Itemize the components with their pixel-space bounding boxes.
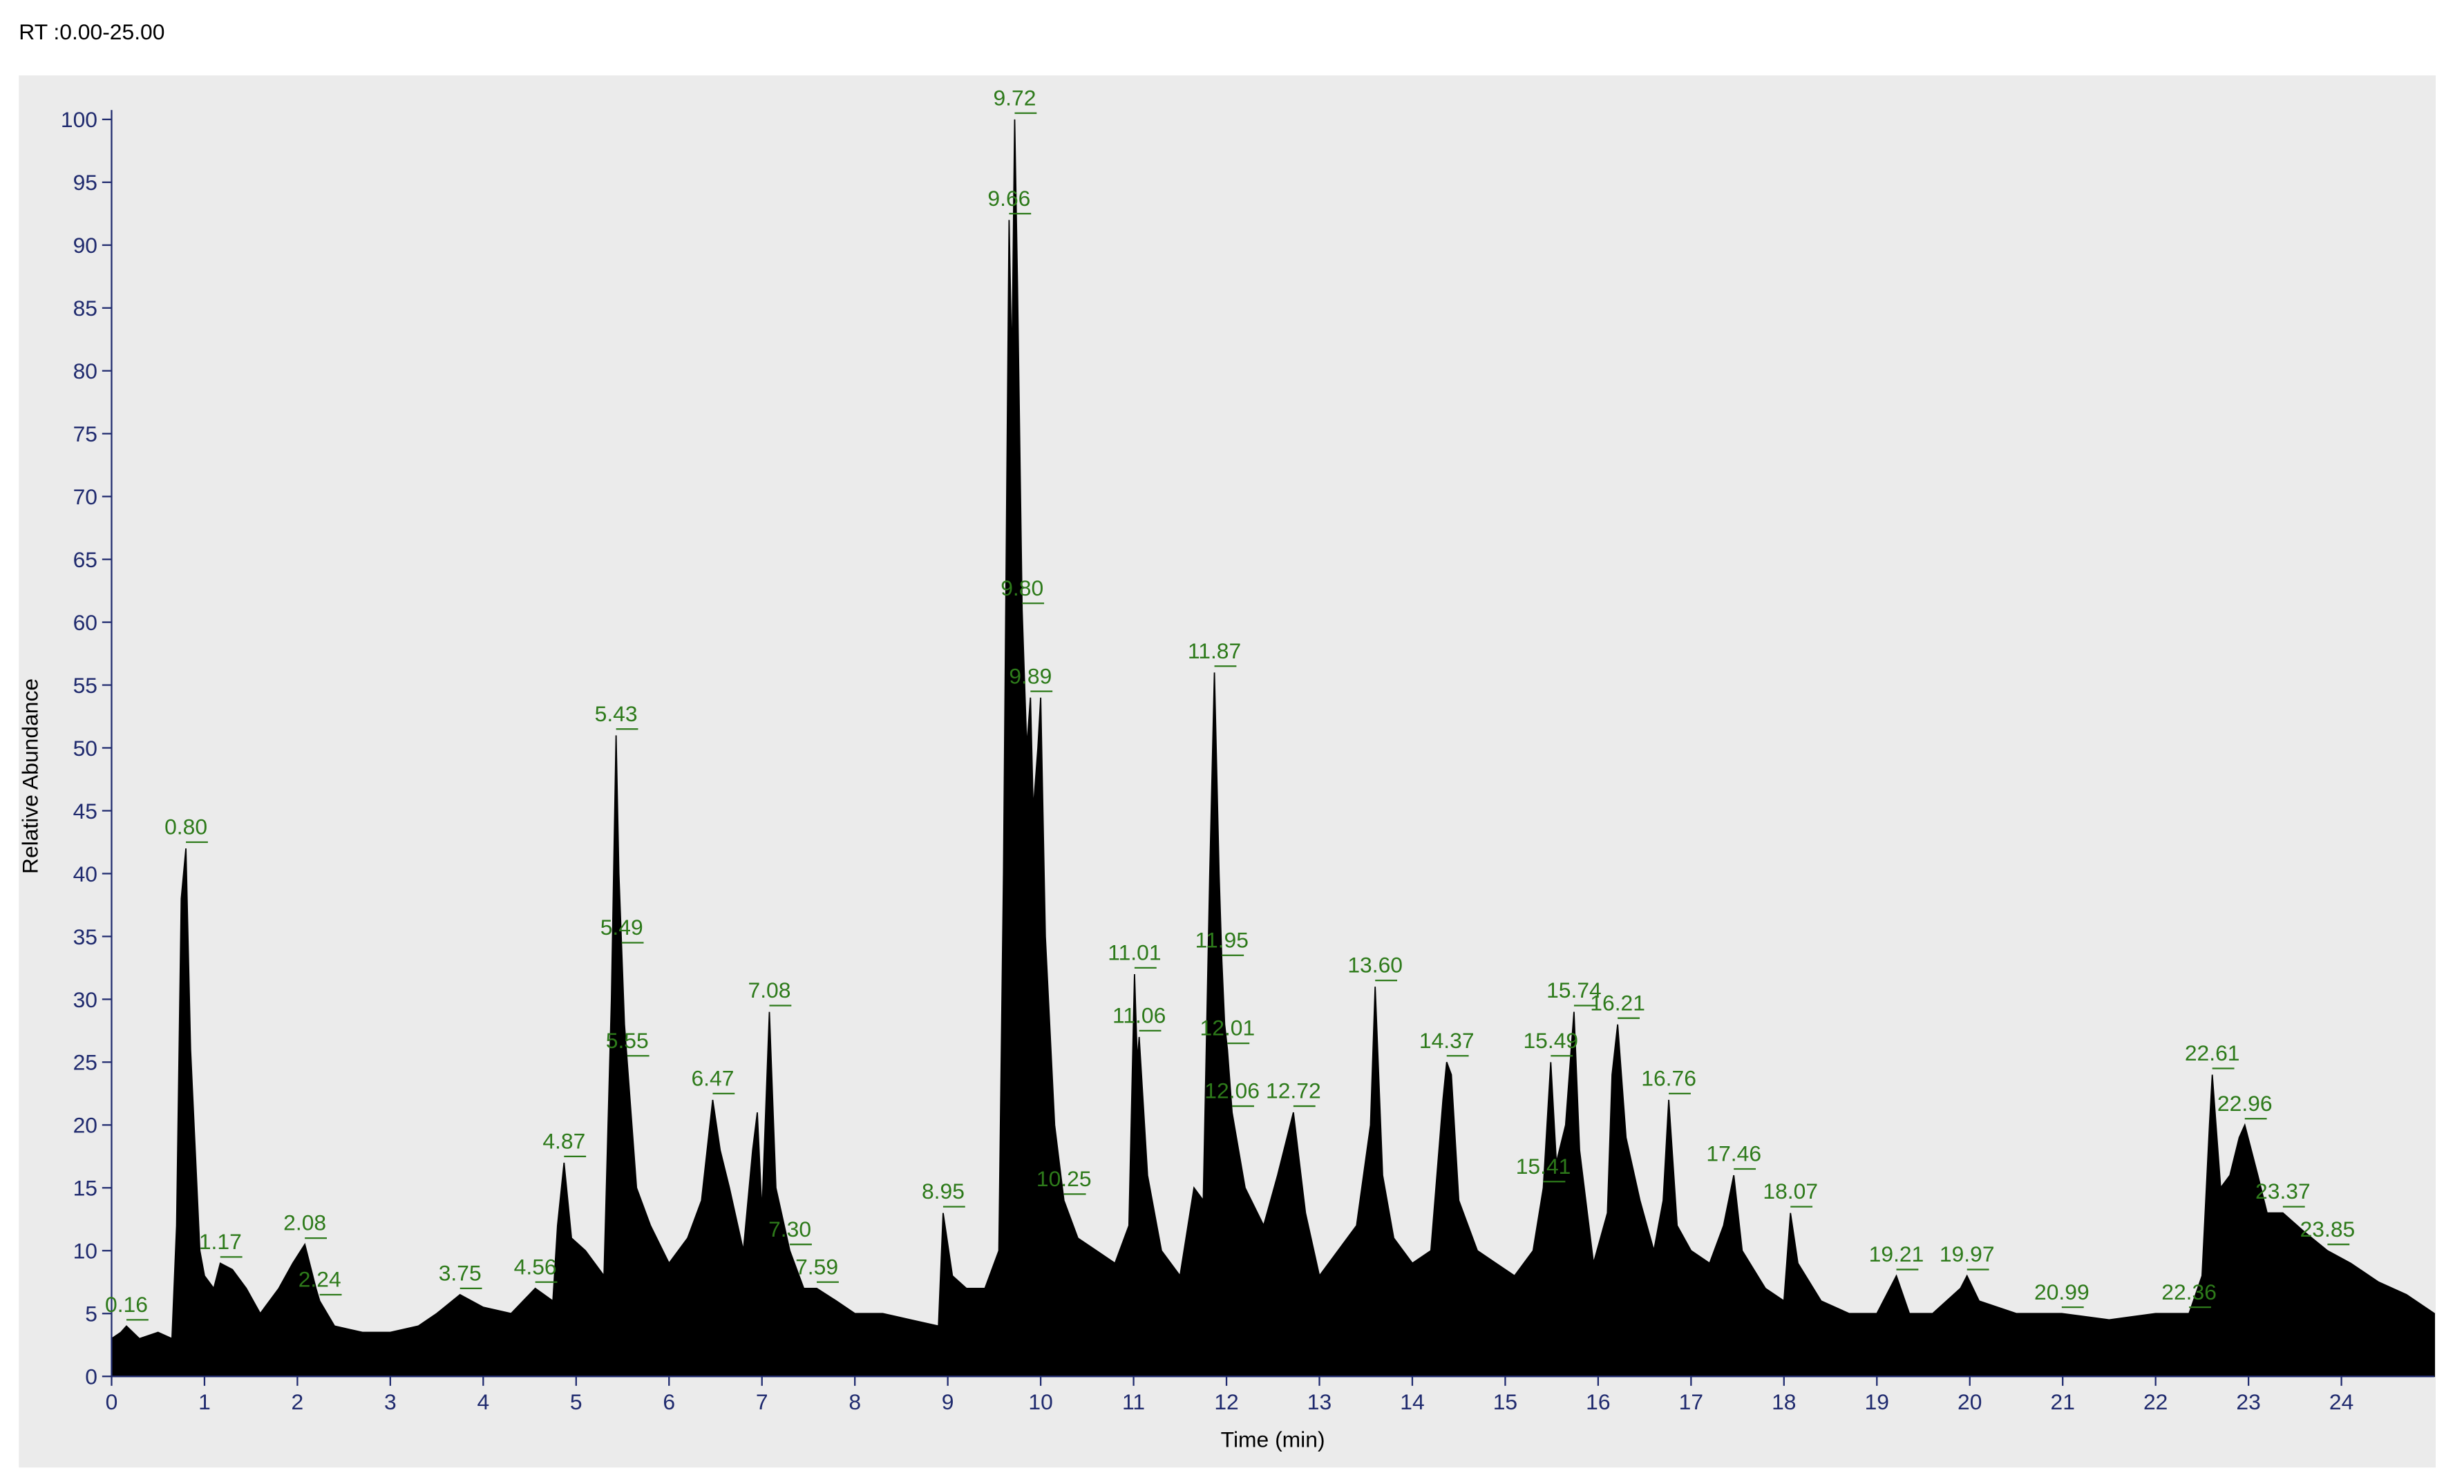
x-tick-label: 2 xyxy=(292,1389,304,1414)
peak-label: 4.56 xyxy=(514,1254,557,1279)
y-tick-label: 25 xyxy=(73,1050,97,1075)
peak-label: 7.08 xyxy=(748,978,791,1002)
x-tick-label: 15 xyxy=(1493,1389,1517,1414)
y-tick-label: 95 xyxy=(73,170,97,195)
peak-label: 9.80 xyxy=(1001,575,1043,600)
x-tick-label: 16 xyxy=(1586,1389,1610,1414)
peak-label: 0.16 xyxy=(105,1292,148,1317)
peak-label: 1.17 xyxy=(199,1229,242,1254)
x-tick-label: 11 xyxy=(1122,1389,1145,1414)
x-tick-label: 5 xyxy=(570,1389,582,1414)
y-tick-label: 65 xyxy=(73,547,97,572)
peak-label: 19.97 xyxy=(1940,1242,1995,1266)
y-axis-label: Relative Abundance xyxy=(18,678,43,874)
peak-label: 11.95 xyxy=(1195,927,1249,952)
peak-label: 5.43 xyxy=(595,701,638,726)
x-axis-label: Time (min) xyxy=(1221,1427,1325,1452)
y-tick-label: 45 xyxy=(73,799,97,824)
peak-label: 9.89 xyxy=(1009,663,1052,688)
peak-label: 19.21 xyxy=(1869,1242,1924,1266)
peak-label: 11.87 xyxy=(1188,638,1241,663)
peak-label: 15.41 xyxy=(1516,1154,1571,1179)
y-tick-label: 10 xyxy=(73,1239,97,1264)
peak-label: 23.37 xyxy=(2255,1179,2311,1204)
chart-title: RT :0.00-25.00 xyxy=(19,19,164,44)
x-tick-label: 20 xyxy=(1958,1389,1982,1414)
y-tick-label: 60 xyxy=(73,610,97,635)
y-tick-label: 55 xyxy=(73,673,97,698)
y-tick-label: 90 xyxy=(73,233,97,258)
x-tick-label: 3 xyxy=(384,1389,397,1414)
x-tick-label: 13 xyxy=(1307,1389,1331,1414)
peak-label: 6.47 xyxy=(691,1065,734,1090)
x-tick-label: 24 xyxy=(2329,1389,2353,1414)
peak-label: 13.60 xyxy=(1347,953,1403,978)
x-tick-label: 14 xyxy=(1400,1389,1424,1414)
peak-label: 23.85 xyxy=(2300,1217,2356,1242)
peak-label: 14.37 xyxy=(1419,1028,1475,1053)
y-tick-label: 85 xyxy=(73,296,97,321)
x-tick-label: 17 xyxy=(1679,1389,1703,1414)
x-tick-label: 9 xyxy=(942,1389,954,1414)
x-tick-label: 10 xyxy=(1028,1389,1052,1414)
x-tick-label: 21 xyxy=(2051,1389,2075,1414)
peak-label: 4.87 xyxy=(542,1128,585,1153)
y-tick-label: 15 xyxy=(73,1176,97,1201)
peak-label: 16.76 xyxy=(1641,1065,1696,1090)
peak-label: 2.24 xyxy=(298,1267,341,1292)
y-tick-label: 5 xyxy=(85,1302,97,1326)
peak-label: 10.25 xyxy=(1036,1166,1092,1191)
x-tick-label: 6 xyxy=(663,1389,675,1414)
y-tick-label: 35 xyxy=(73,924,97,949)
peak-label: 12.72 xyxy=(1266,1078,1321,1103)
peak-label: 0.80 xyxy=(164,815,207,839)
x-tick-label: 0 xyxy=(106,1389,118,1414)
peak-label: 20.99 xyxy=(2034,1280,2089,1304)
peak-label: 15.74 xyxy=(1546,978,1602,1002)
peak-label: 16.21 xyxy=(1590,990,1645,1015)
y-tick-label: 30 xyxy=(73,987,97,1012)
x-tick-label: 7 xyxy=(756,1389,768,1414)
peak-label: 18.07 xyxy=(1763,1179,1818,1204)
trace-area xyxy=(111,119,2435,1378)
y-tick-label: 20 xyxy=(73,1113,97,1138)
x-tick-label: 18 xyxy=(1772,1389,1796,1414)
x-tick-label: 22 xyxy=(2143,1389,2168,1414)
peak-label: 7.30 xyxy=(768,1217,811,1242)
peak-label: 5.55 xyxy=(606,1028,649,1053)
x-tick-label: 8 xyxy=(849,1389,861,1414)
peak-label: 3.75 xyxy=(439,1260,482,1285)
peak-label: 8.95 xyxy=(922,1179,965,1204)
peak-label: 11.06 xyxy=(1112,1003,1166,1028)
peak-label: 22.96 xyxy=(2217,1091,2273,1116)
peak-label: 22.61 xyxy=(2185,1040,2240,1065)
x-tick-label: 12 xyxy=(1214,1389,1238,1414)
peak-label: 12.01 xyxy=(1200,1016,1255,1040)
x-tick-label: 1 xyxy=(198,1389,211,1414)
peak-label: 2.08 xyxy=(283,1210,326,1235)
peak-label: 5.49 xyxy=(600,915,643,940)
peak-label: 9.72 xyxy=(993,85,1036,110)
peak-label: 7.59 xyxy=(795,1254,838,1279)
peak-label: 22.36 xyxy=(2161,1280,2217,1304)
y-tick-label: 100 xyxy=(61,107,97,132)
y-tick-label: 80 xyxy=(73,359,97,383)
x-tick-label: 4 xyxy=(477,1389,489,1414)
y-tick-label: 0 xyxy=(85,1364,97,1389)
x-tick-label: 23 xyxy=(2236,1389,2260,1414)
y-tick-label: 75 xyxy=(73,421,97,446)
y-tick-label: 40 xyxy=(73,862,97,886)
y-tick-label: 70 xyxy=(73,484,97,509)
peak-label: 17.46 xyxy=(1706,1141,1761,1166)
peak-label: 9.66 xyxy=(987,186,1030,211)
peak-label: 12.06 xyxy=(1204,1078,1260,1103)
peak-label: 15.49 xyxy=(1523,1028,1578,1053)
y-tick-label: 50 xyxy=(73,736,97,761)
x-tick-label: 19 xyxy=(1865,1389,1889,1414)
peak-label: 11.01 xyxy=(1108,940,1161,965)
